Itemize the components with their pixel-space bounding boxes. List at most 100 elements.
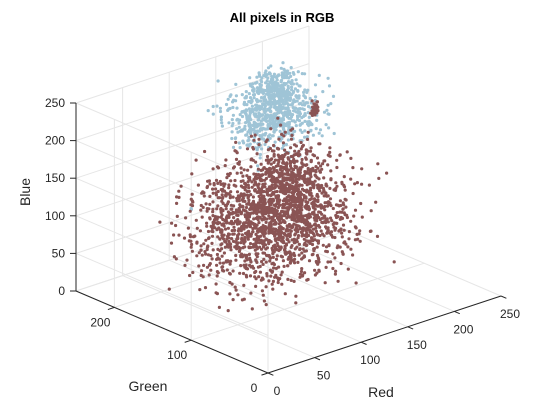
scatter-point xyxy=(293,87,297,91)
scatter-point xyxy=(298,272,303,276)
scatter-point xyxy=(232,225,236,229)
x-tick-mark xyxy=(361,341,367,345)
scatter-point xyxy=(260,190,264,194)
scatter-point xyxy=(250,307,254,311)
scatter-point xyxy=(240,128,244,132)
scatter-point xyxy=(228,94,232,98)
scatter-point xyxy=(256,164,260,168)
scatter-point xyxy=(232,98,236,102)
scatter-point xyxy=(177,189,181,193)
scatter-point xyxy=(257,241,262,245)
scatter-point xyxy=(271,217,275,221)
scatter-point xyxy=(295,240,299,244)
scatter-point xyxy=(286,157,291,161)
scatter-point xyxy=(326,163,330,167)
scatter-point xyxy=(267,214,271,218)
scatter-point xyxy=(292,279,296,283)
scatter-point xyxy=(265,113,270,117)
scatter-point xyxy=(262,166,266,170)
scatter-point xyxy=(272,102,276,106)
scatter-point xyxy=(302,237,306,241)
scatter-point xyxy=(286,121,290,125)
scatter-point xyxy=(306,104,311,109)
scatter-point xyxy=(256,265,260,269)
scatter-point xyxy=(279,225,283,229)
scatter-point xyxy=(246,183,250,187)
scatter-point xyxy=(292,241,297,245)
scatter-point xyxy=(234,253,238,258)
scatter-point xyxy=(258,99,263,103)
scatter-point xyxy=(306,130,310,134)
scatter-point xyxy=(263,228,267,232)
scatter-point xyxy=(298,190,302,194)
scatter-point xyxy=(296,260,300,264)
scatter-point xyxy=(298,275,302,279)
scatter-point xyxy=(335,158,339,162)
scatter-point xyxy=(223,239,227,243)
scatter-point xyxy=(259,179,263,183)
scatter-point xyxy=(259,114,263,118)
scatter-point xyxy=(288,109,292,113)
scatter-point xyxy=(339,261,343,266)
scatter-point xyxy=(315,271,319,275)
scatter-point xyxy=(338,245,342,249)
scatter-point xyxy=(215,270,219,274)
scatter-point xyxy=(295,159,299,163)
scatter-points xyxy=(158,61,396,313)
scatter-point xyxy=(247,252,251,256)
scatter-point xyxy=(188,209,192,213)
scatter-point xyxy=(329,178,333,182)
scatter-point xyxy=(283,69,287,73)
scatter-point xyxy=(369,229,373,233)
scatter-point xyxy=(253,114,257,118)
scatter-point xyxy=(211,191,215,195)
scatter-point xyxy=(244,133,248,137)
scatter-point xyxy=(342,185,347,189)
scatter-point xyxy=(392,260,396,264)
scatter-point xyxy=(303,135,307,139)
scatter-point xyxy=(313,113,317,117)
y-tick-mark xyxy=(107,306,115,311)
scatter-point xyxy=(289,278,293,282)
scatter-point xyxy=(317,184,321,188)
scatter-point xyxy=(177,233,181,237)
scatter-point xyxy=(241,199,245,203)
scatter-point xyxy=(328,154,332,158)
z-tick-label: 200 xyxy=(45,134,65,148)
scatter-point xyxy=(229,190,233,194)
scatter-point xyxy=(215,165,220,169)
scatter-point xyxy=(267,208,271,212)
scatter-point xyxy=(245,174,249,178)
y-axis-label: Green xyxy=(129,378,168,394)
scatter-point xyxy=(317,268,321,272)
scatter-point xyxy=(221,261,225,265)
scatter-point xyxy=(305,135,309,139)
scatter-point xyxy=(227,236,231,240)
scatter-point xyxy=(254,103,258,107)
scatter-point xyxy=(216,256,220,260)
scatter-point xyxy=(221,265,225,269)
scatter-point xyxy=(284,168,289,172)
scatter-point xyxy=(255,148,259,152)
scatter-point xyxy=(231,195,235,199)
scatter-point xyxy=(282,134,286,138)
scatter-point xyxy=(196,183,200,187)
scatter-point xyxy=(304,243,308,248)
scatter-point xyxy=(261,183,265,187)
scatter-point xyxy=(227,239,231,244)
scatter-point xyxy=(284,206,288,210)
scatter-point xyxy=(291,198,295,202)
scatter-point xyxy=(331,206,335,211)
scatter-point xyxy=(299,203,303,208)
scatter-point xyxy=(315,219,319,223)
scatter-point xyxy=(297,253,301,257)
z-axis-label: Blue xyxy=(17,178,33,206)
scatter-point xyxy=(245,193,249,197)
scatter-point xyxy=(326,112,330,116)
scatter-point xyxy=(329,216,333,220)
scatter-point xyxy=(280,185,284,189)
scatter-point xyxy=(293,106,297,110)
scatter-point xyxy=(297,242,301,246)
scatter-point xyxy=(313,83,318,87)
scatter-point xyxy=(265,253,269,258)
